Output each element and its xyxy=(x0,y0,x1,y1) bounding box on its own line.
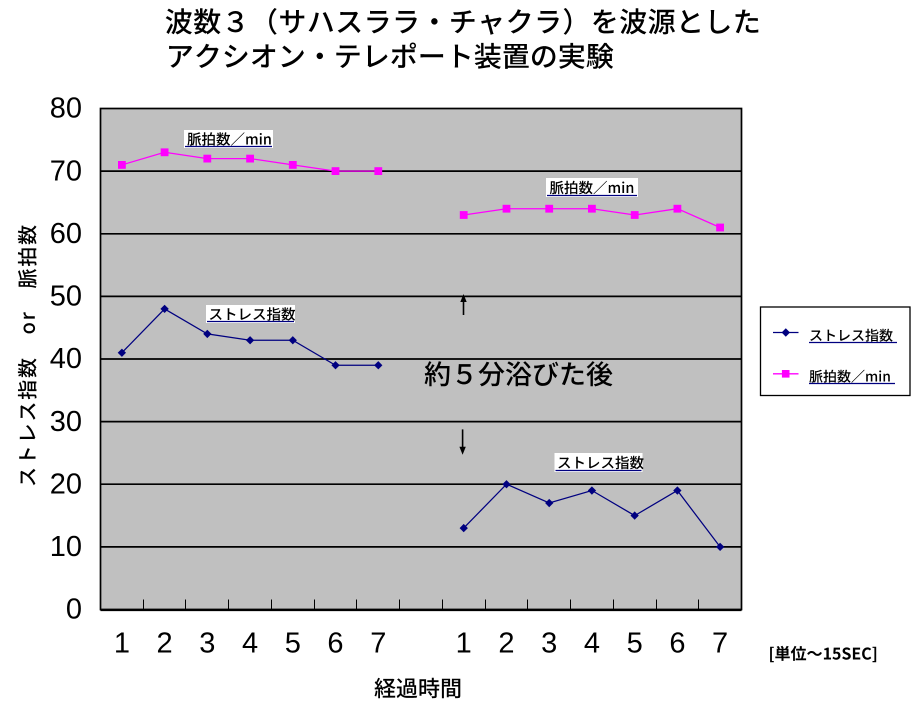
svg-text:2: 2 xyxy=(157,628,173,660)
svg-text:4: 4 xyxy=(584,628,600,660)
svg-text:2: 2 xyxy=(498,628,514,660)
svg-text:6: 6 xyxy=(327,628,343,660)
svg-text:80: 80 xyxy=(50,93,82,125)
svg-text:40: 40 xyxy=(50,343,82,375)
svg-text:70: 70 xyxy=(50,155,82,187)
svg-text:1: 1 xyxy=(114,628,130,660)
svg-text:5: 5 xyxy=(285,628,301,660)
svg-text:0: 0 xyxy=(66,594,82,626)
svg-text:3: 3 xyxy=(199,628,215,660)
svg-text:6: 6 xyxy=(669,628,685,660)
svg-text:10: 10 xyxy=(50,531,82,563)
svg-text:4: 4 xyxy=(242,628,258,660)
svg-text:1: 1 xyxy=(456,628,472,660)
svg-text:50: 50 xyxy=(50,281,82,313)
svg-text:20: 20 xyxy=(50,468,82,500)
svg-text:30: 30 xyxy=(50,406,82,438)
svg-text:7: 7 xyxy=(370,628,386,660)
svg-text:7: 7 xyxy=(712,628,728,660)
svg-text:5: 5 xyxy=(627,628,643,660)
svg-text:60: 60 xyxy=(50,218,82,250)
svg-text:3: 3 xyxy=(541,628,557,660)
